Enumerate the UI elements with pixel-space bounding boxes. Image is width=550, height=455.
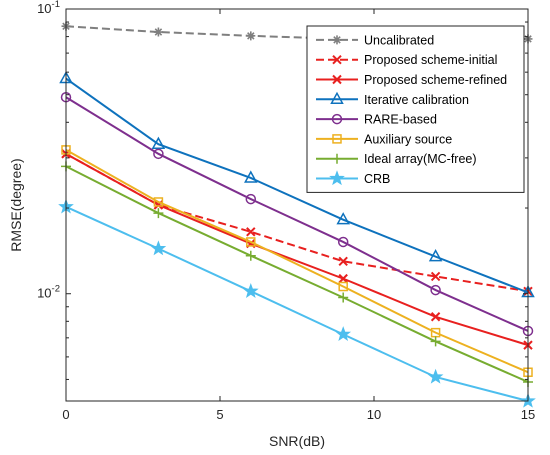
series-2-point-4 — [430, 312, 441, 322]
series-line-3 — [65, 77, 529, 294]
series-5-point-2 — [246, 237, 256, 247]
series-1-point-2 — [246, 227, 256, 237]
series-5-point-1 — [153, 197, 164, 207]
series-7 — [58, 198, 536, 408]
series-7-point-1 — [150, 240, 167, 256]
series-3-point-3 — [336, 212, 350, 225]
legend-marker-5 — [332, 134, 342, 144]
legend-label-5: Auxiliary source — [364, 132, 452, 146]
series-6-point-2 — [245, 250, 256, 261]
legend-label-3: Iterative calibration — [364, 93, 469, 107]
legend-marker-3 — [330, 91, 344, 105]
series-2-point-3 — [338, 273, 348, 284]
legend-label-4: RARE-based — [364, 113, 437, 127]
series-7-point-4 — [427, 368, 444, 384]
series-3-point-4 — [428, 249, 443, 262]
series-3 — [59, 70, 535, 298]
x-tick-label-2: 10 — [367, 407, 381, 422]
legend-marker-2 — [332, 74, 342, 85]
axes-layer: 0 5 10 15 10-1 10-2 — [37, 0, 535, 422]
series-line-2 — [65, 152, 529, 347]
legend-label-0: Uncalibrated — [364, 33, 434, 47]
series-line-7 — [65, 205, 529, 402]
legend-label-7: CRB — [364, 172, 390, 186]
legend-label-2: Proposed scheme-refined — [364, 73, 507, 87]
x-tick-label-1: 5 — [216, 407, 223, 422]
series-7-point-2 — [242, 283, 259, 298]
x-tick-label-3: 15 — [521, 407, 535, 422]
series-line-4 — [65, 96, 529, 332]
series-1-point-4 — [430, 271, 441, 282]
series-7-point-3 — [335, 326, 352, 342]
series-3-point-2 — [244, 170, 258, 183]
series-3-point-1 — [151, 136, 166, 149]
x-axis-label: SNR(dB) — [269, 433, 325, 449]
legend-marker-6 — [332, 153, 342, 164]
legend-marker-1 — [332, 54, 342, 65]
x-tick-label-0: 0 — [62, 407, 69, 422]
series-4-point-1 — [153, 148, 164, 160]
series-5-point-3 — [338, 281, 348, 292]
series-line-5 — [65, 149, 529, 374]
series-6-point-3 — [338, 292, 349, 303]
series-line-6 — [65, 165, 529, 383]
series-4-point-3 — [337, 236, 349, 248]
legend-marker-4 — [331, 113, 343, 125]
series-6-point-4 — [430, 336, 441, 347]
series-0-point-1 — [153, 27, 163, 37]
legend-box — [306, 25, 525, 193]
legend-marker-0 — [332, 35, 342, 45]
legend-label-6: Ideal array(MC-free) — [364, 152, 477, 166]
axes-box — [65, 8, 529, 402]
legend-marker-7 — [329, 170, 345, 186]
y-tick-label-1: 10-2 — [37, 284, 60, 301]
y-axis-label: RMSE(degree) — [8, 158, 24, 251]
series-4-point-2 — [245, 193, 257, 205]
y-tick-label-0: 10-1 — [37, 0, 60, 16]
series-1-point-3 — [338, 256, 348, 266]
legend-label-1: Proposed scheme-initial — [364, 53, 497, 67]
series-6-point-1 — [153, 208, 164, 219]
legend: Uncalibrated Proposed scheme-initial Propo… — [306, 25, 525, 193]
series-0-point-2 — [246, 31, 256, 41]
series-4-point-4 — [430, 284, 441, 296]
